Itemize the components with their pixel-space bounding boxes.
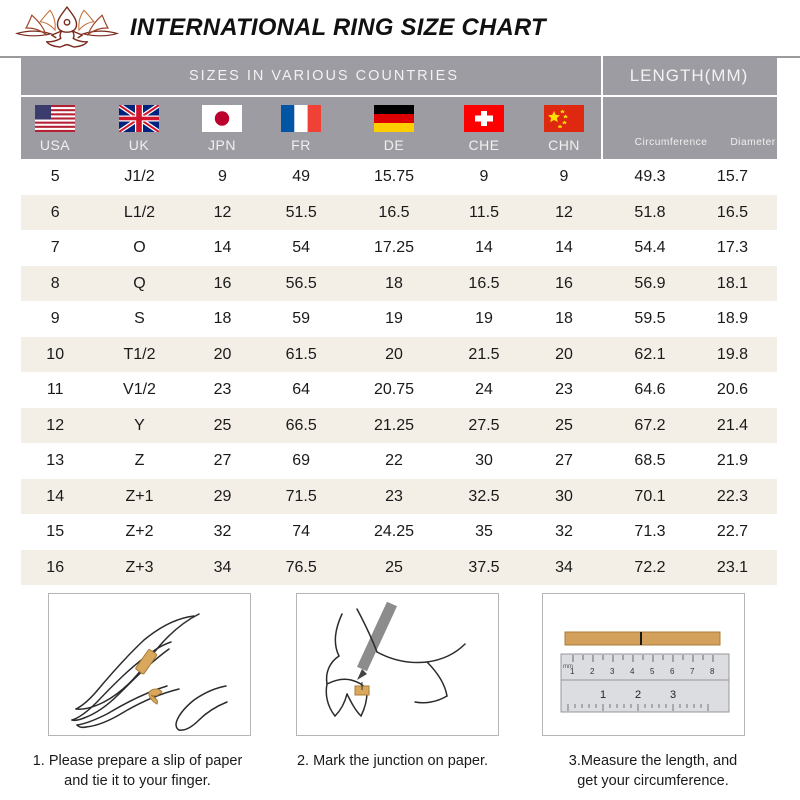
svg-text:7: 7: [690, 667, 695, 676]
svg-text:6: 6: [670, 667, 675, 676]
svg-text:4: 4: [630, 667, 635, 676]
svg-text:mm: mm: [563, 664, 573, 670]
svg-text:2: 2: [590, 667, 595, 676]
svg-text:5: 5: [650, 667, 655, 676]
svg-text:3: 3: [610, 667, 615, 676]
svg-text:3: 3: [670, 689, 676, 701]
svg-text:8: 8: [710, 667, 715, 676]
svg-text:1: 1: [600, 689, 606, 701]
svg-text:2: 2: [635, 689, 641, 701]
